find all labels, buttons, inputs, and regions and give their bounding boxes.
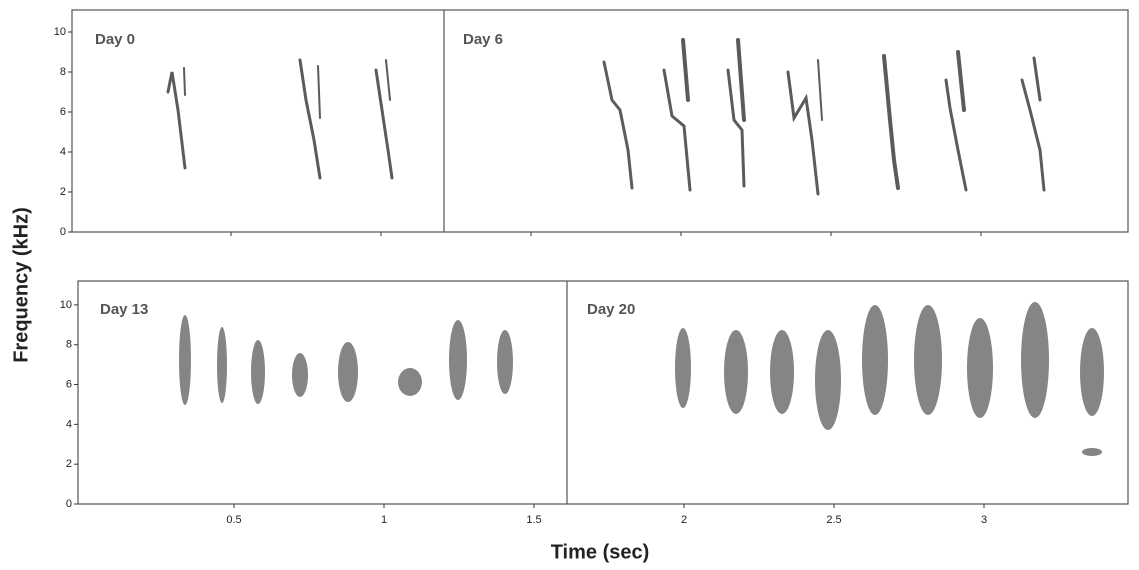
- y-tick-label: 4: [66, 418, 72, 430]
- panel-label: Day 6: [463, 31, 503, 48]
- panel-label: Day 13: [100, 301, 148, 318]
- x-tick-label: 1: [381, 514, 387, 526]
- y-tick-label: 2: [60, 186, 66, 198]
- y-tick-label: 8: [66, 339, 72, 351]
- y-tick-label: 10: [54, 26, 66, 38]
- y-tick-label: 8: [60, 66, 66, 78]
- y-tick-label: 2: [66, 458, 72, 470]
- y-tick-label: 6: [60, 106, 66, 118]
- y-tick-label: 6: [66, 378, 72, 390]
- x-tick-label: 2: [681, 514, 687, 526]
- y-tick-label: 0: [66, 498, 72, 510]
- x-tick-label: 2.5: [826, 514, 841, 526]
- x-axis-label: Time (sec): [551, 541, 650, 563]
- spectrogram-traces: [166, 38, 1046, 196]
- panel-frame: [77, 280, 1129, 505]
- y-tick-label: 10: [60, 299, 72, 311]
- panel-label: Day 0: [95, 31, 135, 48]
- panel-label: Day 20: [587, 301, 635, 318]
- x-tick-label: 1.5: [526, 514, 541, 526]
- spectrogram-blobs: [179, 302, 1104, 456]
- y-tick-label: 0: [60, 226, 66, 238]
- y-axis-label: Frequency (kHz): [10, 207, 32, 363]
- x-tick-label: 0.5: [226, 514, 241, 526]
- x-tick-label: 3: [981, 514, 987, 526]
- y-tick-label: 4: [60, 146, 66, 158]
- panel-frame: [71, 9, 1129, 233]
